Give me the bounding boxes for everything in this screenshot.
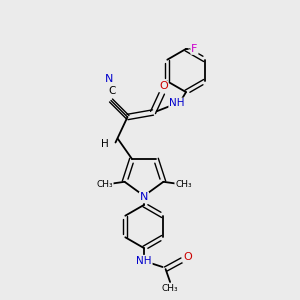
Text: NH: NH [169, 98, 185, 109]
Text: O: O [159, 81, 168, 92]
Text: NH: NH [136, 256, 152, 266]
Text: N: N [140, 192, 148, 203]
Text: CH₃: CH₃ [175, 180, 192, 189]
Text: H: H [101, 139, 109, 149]
Text: F: F [191, 44, 198, 54]
Text: O: O [183, 252, 192, 262]
Text: CH₃: CH₃ [96, 180, 113, 189]
Text: CH₃: CH₃ [162, 284, 178, 293]
Text: N: N [105, 74, 113, 85]
Text: C: C [108, 86, 115, 97]
